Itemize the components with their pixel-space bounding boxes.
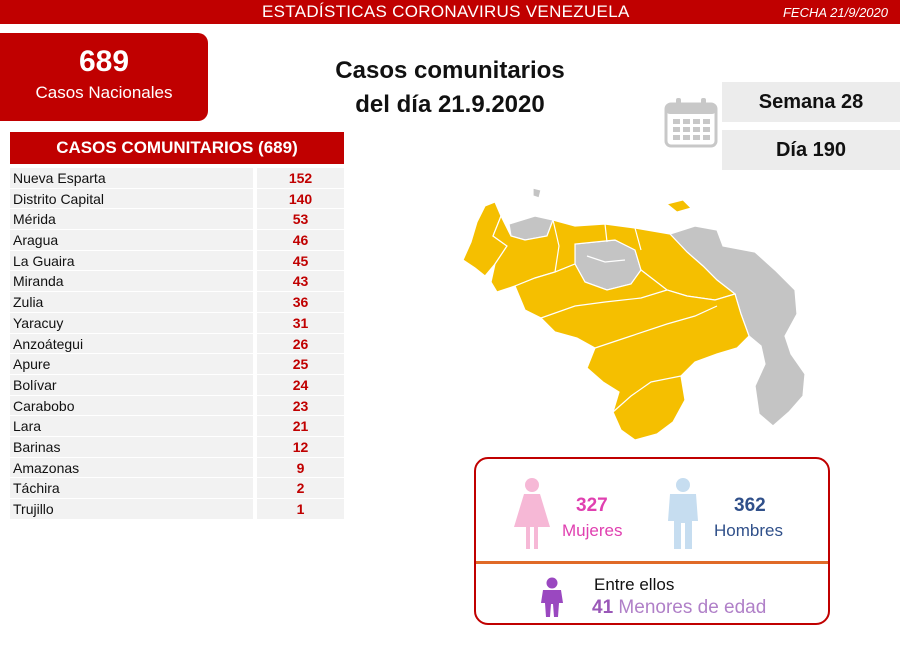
state-name: La Guaira — [10, 250, 253, 272]
men-label: Hombres — [714, 521, 783, 540]
state-name: Mérida — [10, 209, 253, 231]
title-line2: del día 21.9.2020 — [355, 91, 545, 118]
state-cases: 36 — [257, 292, 344, 313]
table-row: Yaracuy 31 — [10, 312, 344, 334]
state-name: Barinas — [10, 436, 253, 458]
banner-title: ESTADÍSTICAS CORONAVIRUS VENEZUELA — [262, 2, 630, 21]
state-name: Apure — [10, 354, 253, 375]
table-row: Nueva Esparta 152 — [10, 168, 344, 189]
state-cases: 140 — [257, 188, 344, 210]
day-box: Día 190 — [722, 130, 900, 170]
state-cases: 53 — [257, 209, 344, 231]
table-row: Apure 25 — [10, 354, 344, 375]
cases-table: Nueva Esparta 152 Distrito Capital 140 Mérid… — [10, 168, 344, 520]
among-label: Entre ellos — [594, 575, 675, 594]
state-name: Yaracuy — [10, 312, 253, 334]
divider — [476, 561, 828, 564]
national-cases-box: 689 Casos Nacionales — [0, 33, 208, 121]
venezuela-map — [462, 187, 805, 441]
woman-icon — [514, 478, 550, 549]
state-cases: 31 — [257, 312, 344, 334]
state-cases: 152 — [257, 168, 344, 189]
table-row: La Guaira 45 — [10, 250, 344, 272]
state-cases: 21 — [257, 416, 344, 437]
table-row: Barinas 12 — [10, 436, 344, 458]
state-name: Amazonas — [10, 457, 253, 479]
state-name: Distrito Capital — [10, 188, 253, 210]
table-row: Táchira 2 — [10, 478, 344, 499]
table-row: Carabobo 23 — [10, 395, 344, 417]
state-name: Táchira — [10, 478, 253, 499]
calendar-icon — [664, 98, 718, 148]
table-row: Mérida 53 — [10, 209, 344, 231]
state-cases: 26 — [257, 333, 344, 355]
state-name: Miranda — [10, 271, 253, 293]
state-name: Zulia — [10, 292, 253, 313]
state-cases: 2 — [257, 478, 344, 499]
table-row: Lara 21 — [10, 416, 344, 437]
table-row: Bolívar 24 — [10, 374, 344, 396]
minors-label: Menores de edad — [618, 597, 767, 618]
table-row: Amazonas 9 — [10, 457, 344, 479]
state-cases: 9 — [257, 457, 344, 479]
banner-date: FECHA 21/9/2020 — [782, 5, 888, 20]
man-icon — [668, 478, 698, 549]
table-row: Zulia 36 — [10, 292, 344, 313]
state-cases: 1 — [257, 499, 344, 520]
week-box: Semana 28 — [722, 82, 900, 122]
table-row: Distrito Capital 140 — [10, 188, 344, 210]
table-row: Aragua 46 — [10, 230, 344, 251]
state-name: Aragua — [10, 230, 253, 251]
table-row: Miranda 43 — [10, 271, 344, 293]
state-name: Lara — [10, 416, 253, 437]
state-name: Bolívar — [10, 374, 253, 396]
state-cases: 24 — [257, 374, 344, 396]
state-name: Carabobo — [10, 395, 253, 417]
national-cases-count: 689 — [78, 45, 130, 78]
table-row: Anzoátegui 26 — [10, 333, 344, 355]
top-banner: ESTADÍSTICAS CORONAVIRUS VENEZUELA FECHA… — [0, 0, 900, 24]
women-label: Mujeres — [562, 521, 623, 540]
child-icon — [541, 577, 563, 617]
national-cases-label: Casos Nacionales — [35, 83, 173, 102]
state-name: Anzoátegui — [10, 333, 253, 355]
state-cases: 12 — [257, 436, 344, 458]
table-header: CASOS COMUNITARIOS (689) — [10, 132, 344, 164]
state-cases: 45 — [257, 250, 344, 272]
state-cases: 25 — [257, 354, 344, 375]
state-cases: 23 — [257, 395, 344, 417]
minors-line: 41 Menores de edad — [592, 597, 766, 619]
gender-breakdown-box: 327 Mujeres 362 Hombres Entre ellos 41 M… — [474, 457, 830, 625]
state-cases: 43 — [257, 271, 344, 293]
women-count: 327 — [576, 495, 608, 516]
minors-count: 41 — [592, 597, 614, 618]
table-row: Trujillo 1 — [10, 499, 344, 520]
state-name: Trujillo — [10, 499, 253, 520]
state-name: Nueva Esparta — [10, 168, 253, 189]
state-cases: 46 — [257, 230, 344, 251]
page-title: Casos comunitarios del día 21.9.2020 — [300, 54, 600, 122]
men-count: 362 — [734, 495, 766, 516]
title-line1: Casos comunitarios — [335, 57, 565, 84]
